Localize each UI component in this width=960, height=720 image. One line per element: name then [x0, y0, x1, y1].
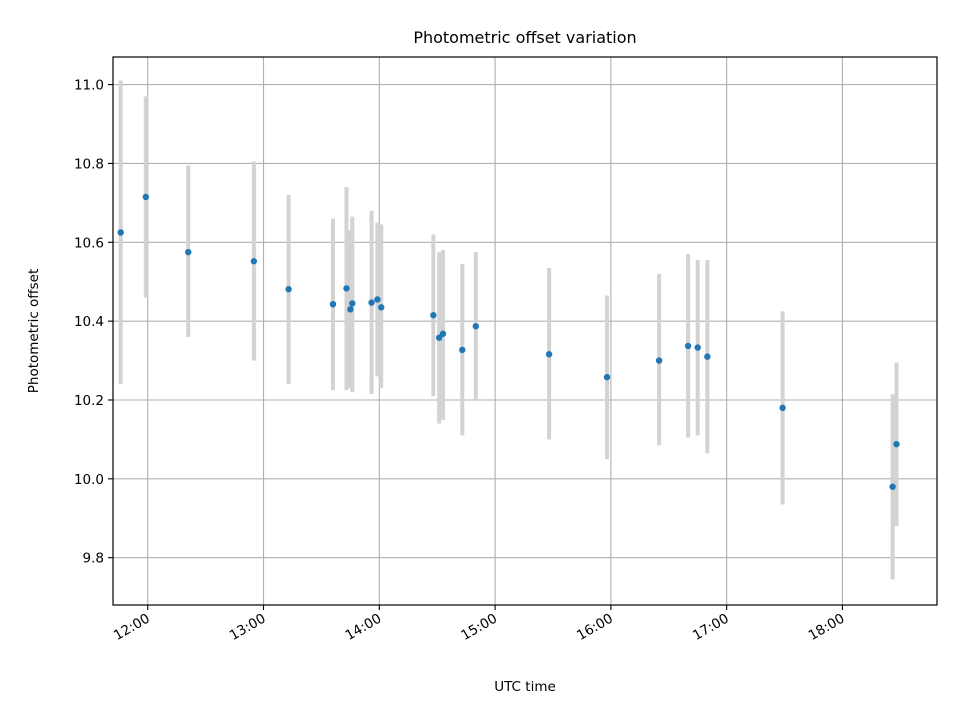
y-tick-label: 9.8 [83, 551, 104, 567]
y-tick-label: 10.0 [74, 472, 104, 488]
data-point [349, 300, 356, 307]
data-point [435, 334, 443, 341]
data-point [779, 404, 786, 412]
y-axis-label: Photometric offset [26, 269, 42, 393]
data-point [378, 304, 385, 311]
data-point [704, 353, 711, 360]
data-point [684, 342, 692, 350]
data-point [655, 357, 663, 364]
data-point [472, 323, 479, 330]
data-point [603, 373, 611, 381]
plot-frame [112, 56, 938, 606]
data-point [329, 300, 337, 308]
data-point [347, 306, 354, 313]
data-point [893, 440, 900, 448]
data-point [694, 344, 701, 351]
data-point [459, 346, 466, 354]
data-point [117, 229, 124, 236]
data-point [185, 248, 192, 256]
data-points [117, 193, 900, 490]
data-point [889, 483, 896, 490]
data-point [250, 258, 258, 265]
data-point [343, 285, 350, 292]
y-tick-label: 10.6 [74, 235, 104, 251]
y-tick-label: 10.8 [74, 156, 104, 172]
data-point [430, 312, 437, 319]
data-point [285, 286, 292, 293]
data-point [368, 299, 375, 306]
data-point [545, 351, 553, 358]
data-point [142, 193, 150, 201]
chart-title: Photometric offset variation [413, 28, 636, 47]
y-tick-label: 10.2 [74, 393, 104, 409]
data-point [374, 296, 381, 303]
y-tick-label: 10.4 [74, 314, 104, 330]
y-tick-label: 11.0 [74, 78, 104, 94]
data-point [439, 330, 447, 337]
x-axis-label: UTC time [494, 679, 556, 695]
